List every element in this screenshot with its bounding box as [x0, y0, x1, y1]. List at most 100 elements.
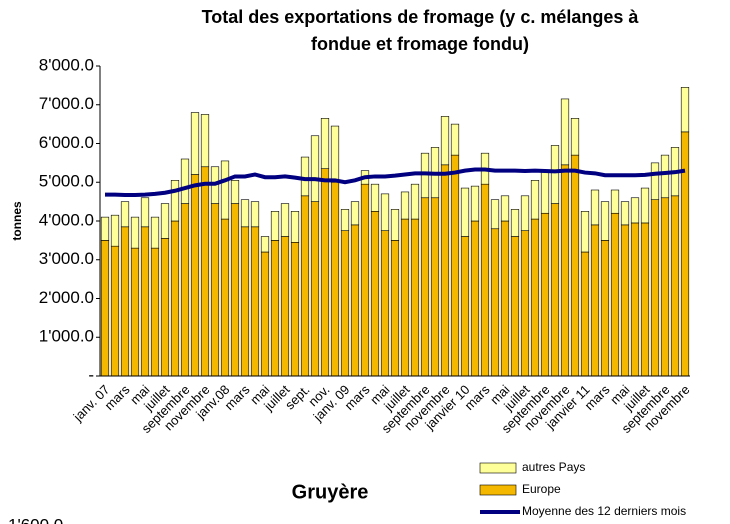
bar-segment [490, 199, 500, 230]
chart-title: Total des exportations de fromage (y c. … [202, 7, 640, 27]
series-line [105, 167, 686, 198]
legend-label: Moyenne des 12 derniers mois [522, 504, 686, 518]
bar-segment [510, 209, 520, 237]
bar-segment [680, 131, 690, 377]
bar-segment [350, 201, 360, 226]
bar-segment [520, 195, 530, 231]
bar-segment [120, 201, 130, 228]
bar-segment [270, 211, 280, 241]
bar-segment [610, 212, 620, 377]
bar-segment [190, 112, 200, 175]
bar-segment [120, 226, 130, 377]
bar-segment [390, 240, 400, 377]
bar-segment [250, 201, 260, 228]
y-tick-label: - [88, 365, 94, 384]
bar-segment [110, 214, 120, 247]
bar-segment [630, 197, 640, 224]
bar-segment [250, 226, 260, 377]
bar-segment [400, 191, 410, 220]
bar-segment [180, 158, 190, 204]
bar-segment [550, 145, 560, 204]
bar-segment [580, 251, 590, 377]
bar-segment [470, 185, 480, 222]
bar-segment [380, 193, 390, 231]
y-tick-label: 3'000.0 [39, 249, 94, 268]
bar-segment [370, 211, 380, 377]
bar-segment [240, 199, 250, 228]
y-tick-label: 1'000.0 [39, 327, 94, 346]
bar-segment [170, 180, 180, 222]
bar-segment [160, 238, 170, 377]
bar-segment [680, 87, 690, 133]
bar-segment [490, 228, 500, 377]
bar-segment [620, 201, 630, 226]
bar-segment [140, 197, 150, 228]
bar-segment [610, 189, 620, 214]
bar-segment [640, 187, 650, 224]
bar-segment [460, 236, 470, 377]
bar-segment [100, 216, 110, 241]
bar-segment [570, 118, 580, 156]
bar-segment [180, 203, 190, 377]
bar-segment [580, 211, 590, 253]
bar-segment [470, 220, 480, 377]
bar-segment [520, 230, 530, 377]
bar-segment [260, 251, 270, 377]
y-tick-label: 8'000.0 [39, 55, 94, 74]
bar-segment [150, 247, 160, 377]
legend-swatch [479, 462, 517, 474]
bar-segment [100, 240, 110, 377]
bar-segment [480, 183, 490, 377]
bar-segment [220, 218, 230, 377]
bar-segment [440, 164, 450, 377]
bar-segment [210, 203, 220, 377]
bar-segment [500, 195, 510, 222]
bar-segment [340, 209, 350, 231]
bar-segment [560, 164, 570, 377]
bar-segment [240, 226, 250, 377]
bar-segment [200, 166, 210, 377]
bar-segment [160, 203, 170, 239]
bar-segment [230, 180, 240, 204]
bar-segment [670, 195, 680, 377]
bar-segment [310, 135, 320, 202]
bar-segment [540, 212, 550, 377]
bar-segment [310, 201, 320, 377]
bar-segment [570, 154, 580, 377]
bar-segment [410, 218, 420, 377]
bar-segment [450, 123, 460, 156]
legend-label: autres Pays [522, 460, 585, 474]
y-tick-label: 7'000.0 [39, 94, 94, 113]
y-tick-label: 6'000.0 [39, 133, 94, 152]
bar-segment [140, 226, 150, 377]
y-tick-label: 2'000.0 [39, 288, 94, 307]
bar-segment [650, 162, 660, 200]
bar-segment [430, 197, 440, 377]
bar-segment [660, 197, 670, 377]
bar-segment [370, 183, 380, 212]
bar-segment [590, 224, 600, 377]
bar-segment [220, 160, 230, 220]
bar-segment [170, 220, 180, 377]
bar-segment [600, 240, 610, 377]
bar-segment [300, 195, 310, 377]
legend-swatch [479, 484, 517, 496]
legend-label: Europe [522, 482, 561, 496]
bar-segment [150, 216, 160, 249]
bar-segment [410, 183, 420, 220]
y-axis-label: tonnes [10, 201, 24, 241]
bar-segment [660, 154, 670, 199]
bar-segment [290, 242, 300, 377]
bar-segment [630, 222, 640, 377]
bar-segment [590, 189, 600, 226]
bar-segment [360, 183, 370, 377]
bar-segment [320, 118, 330, 169]
bar-segment [600, 201, 610, 241]
bar-segment [190, 174, 200, 377]
bar-segment [230, 203, 240, 377]
bar-segment [340, 230, 350, 377]
bar-segment [640, 222, 650, 377]
bar-segment [460, 187, 470, 237]
bar-segment [330, 125, 340, 183]
bar-segment [560, 98, 570, 166]
